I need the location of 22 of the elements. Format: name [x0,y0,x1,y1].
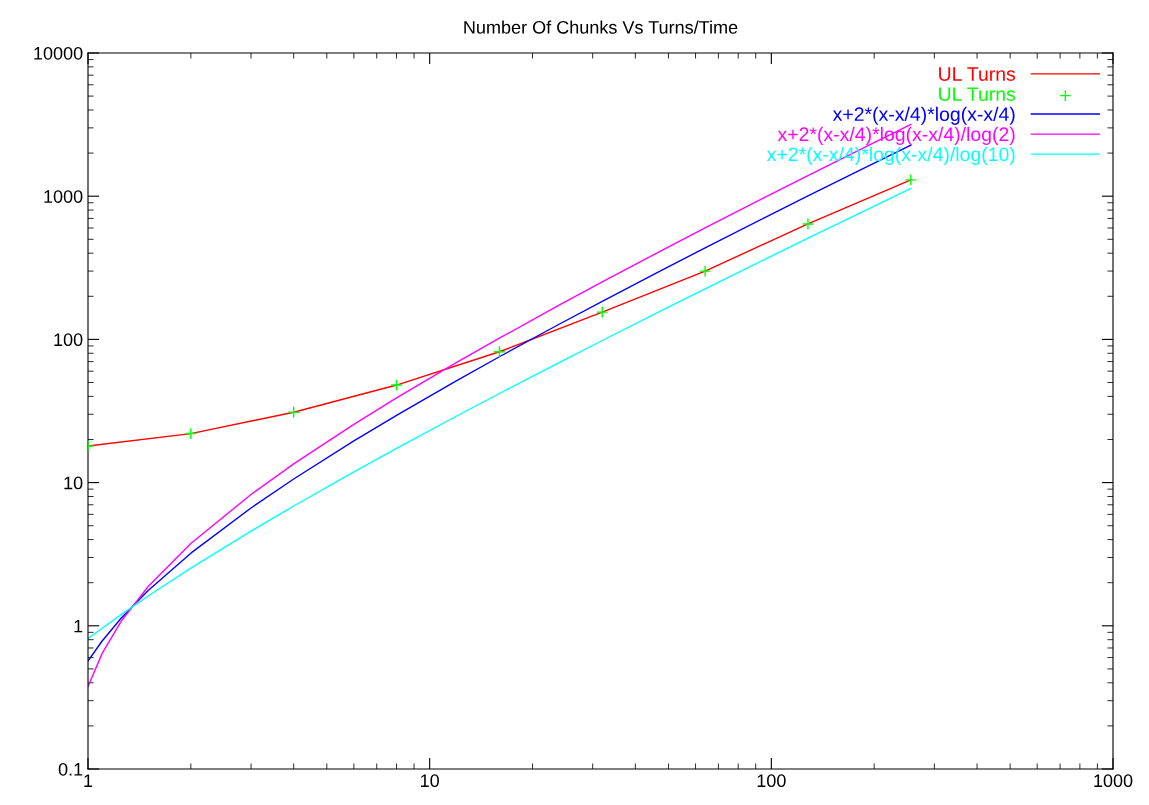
point [184,427,197,440]
point [801,217,815,231]
x-tick-label: 1000 [1094,774,1133,788]
x-tick-label: 1 [84,774,93,787]
y-tick-label: 0.1 [58,762,83,776]
legend-label: UL Turns [939,67,1016,81]
point [493,345,506,358]
point [699,265,712,278]
point [596,306,609,319]
x-tick-label: 100 [757,774,786,788]
legend-label: UL Turns [939,87,1016,101]
point [287,406,300,419]
point [390,378,403,392]
chart-title: Number Of Chunks Vs Turns/Time [464,20,738,34]
x-tick-label: 10 [421,774,439,788]
y-tick-label: 100 [54,333,83,347]
y-tick-label: 1 [74,619,83,633]
point [904,173,917,186]
legend-label: x+2*(x-x/4)*log(x-x/4) [832,106,1015,125]
y-tick-label: 1000 [44,190,83,203]
y-tick-label: 10 [64,476,83,490]
y-tick-label: 10000 [34,46,83,60]
